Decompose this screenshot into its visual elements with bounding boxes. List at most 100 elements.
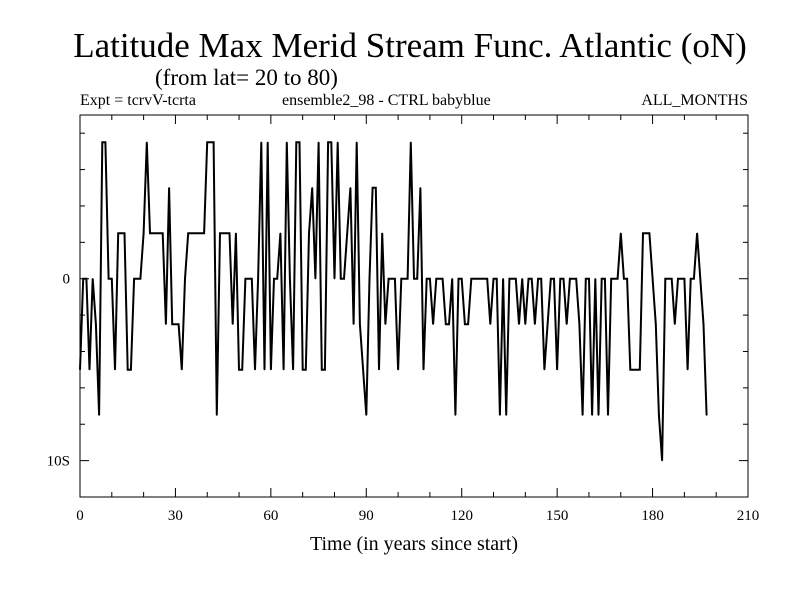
data-point [193, 232, 196, 234]
data-point [203, 232, 205, 234]
data-point [298, 141, 301, 143]
data-point [413, 278, 415, 280]
data-point [620, 232, 622, 234]
data-point [626, 278, 628, 280]
data-point [553, 278, 555, 280]
x-tick-label: 180 [641, 508, 664, 524]
data-point [365, 414, 367, 416]
data-point [680, 278, 682, 280]
data-point [200, 232, 202, 234]
data-point [664, 278, 666, 280]
data-point [492, 278, 495, 280]
data-point [305, 369, 307, 371]
data-point [282, 369, 285, 371]
series-line [79, 141, 708, 461]
data-point [448, 323, 450, 325]
data-point [216, 414, 218, 416]
data-point [225, 232, 227, 234]
data-point [232, 323, 234, 325]
data-point [651, 278, 654, 280]
data-point [117, 232, 119, 234]
data-point [375, 187, 377, 189]
data-point [607, 414, 609, 416]
data-point [391, 278, 393, 280]
data-point [127, 369, 129, 371]
data-point [658, 414, 660, 416]
data-point [601, 278, 603, 280]
data-point [317, 141, 320, 143]
data-point [114, 369, 116, 371]
data-point [696, 232, 698, 234]
data-point [537, 278, 539, 280]
data-point [92, 278, 94, 280]
data-point [190, 232, 192, 234]
data-point [101, 141, 103, 143]
data-point [489, 323, 491, 325]
data-point [442, 278, 444, 280]
data-point [569, 278, 571, 280]
data-point [152, 232, 154, 234]
data-point [340, 278, 342, 280]
data-point [566, 323, 568, 325]
data-point [706, 414, 708, 416]
data-point [410, 141, 412, 143]
data-point [337, 141, 339, 143]
data-point [279, 232, 281, 234]
x-tick-label: 120 [450, 508, 473, 524]
data-point [461, 278, 463, 280]
data-point [438, 278, 441, 280]
data-point [184, 278, 186, 280]
data-point [467, 323, 469, 325]
data-point [400, 278, 402, 280]
data-point [521, 278, 523, 280]
x-tick-label: 60 [263, 508, 278, 524]
data-point [515, 278, 517, 280]
data-point [518, 323, 520, 325]
data-point [139, 278, 142, 280]
data-point [238, 369, 240, 371]
data-point [384, 323, 386, 325]
data-point [591, 414, 593, 416]
data-point [457, 278, 460, 280]
data-point [671, 278, 673, 280]
x-tick-label: 30 [168, 508, 183, 524]
data-point [588, 278, 590, 280]
data-point [88, 369, 91, 371]
data-point [327, 141, 329, 143]
data-point [499, 414, 501, 416]
chart-title: Latitude Max Merid Stream Func. Atlantic… [73, 26, 747, 65]
data-point [98, 414, 100, 416]
data-point [346, 232, 348, 234]
data-point [416, 278, 418, 280]
chart-subtitle: (from lat= 20 to 80) [155, 65, 338, 90]
data-point [321, 369, 323, 371]
data-point [547, 323, 549, 325]
data-point [435, 278, 437, 280]
data-point [407, 278, 409, 280]
data-point [616, 278, 619, 280]
data-point [133, 278, 135, 280]
data-point [381, 232, 383, 234]
data-point [333, 278, 336, 280]
data-point [213, 141, 215, 143]
data-point [636, 369, 638, 371]
data-point [432, 323, 434, 325]
data-point [168, 187, 170, 189]
data-point [575, 278, 577, 280]
data-point [594, 278, 596, 280]
data-point [473, 278, 476, 280]
data-point [508, 278, 511, 280]
data-point [155, 232, 157, 234]
data-point [604, 278, 606, 280]
data-point [108, 278, 110, 280]
data-point [550, 278, 552, 280]
data-point [257, 278, 259, 280]
data-point [610, 278, 612, 280]
data-point [403, 278, 406, 280]
months-label: ALL_MONTHS [641, 92, 748, 109]
y-tick-label: 10S [47, 454, 70, 470]
data-point [445, 323, 447, 325]
data-point [543, 369, 546, 371]
data-point [540, 278, 542, 280]
